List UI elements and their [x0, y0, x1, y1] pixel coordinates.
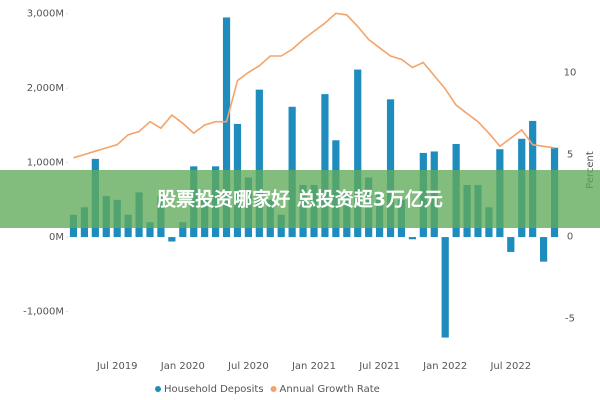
x-tick-label: Jan 2022: [422, 361, 467, 372]
x-tick-label: Jan 2021: [291, 361, 336, 372]
bar: [179, 222, 187, 238]
bar: [354, 69, 362, 238]
y-tick-label: -1,000M: [23, 307, 64, 318]
bar: [408, 237, 416, 240]
banner-text: 股票投资哪家好 总投资超3万亿元: [157, 188, 443, 211]
y-tick-label: 3,000M: [27, 9, 64, 20]
bar: [255, 89, 263, 238]
x-tick-label: Jan 2020: [160, 361, 205, 372]
y2-tick-label: 5: [567, 150, 573, 161]
y-tick-label: 0M: [49, 232, 64, 243]
y2-tick-label: 10: [564, 67, 577, 78]
line: [73, 12, 555, 159]
bar: [146, 222, 154, 238]
banner-band: [0, 170, 600, 228]
bar: [540, 237, 548, 262]
bar: [222, 17, 231, 238]
bar: [386, 99, 395, 238]
x-tick-label: Jul 2020: [227, 361, 269, 372]
legend-marker: [270, 386, 277, 392]
bar: [507, 237, 515, 252]
y2-tick-label: 0: [567, 232, 573, 243]
bar: [168, 237, 176, 242]
legend-label: Household Deposits: [164, 384, 264, 395]
x-tick-label: Jul 2021: [358, 361, 400, 372]
x-tick-label: Jul 2022: [489, 361, 531, 372]
y2-axis-label: Percent: [585, 151, 596, 189]
y-tick-label: 2,000M: [27, 83, 64, 94]
x-tick-label: Jul 2019: [96, 361, 138, 372]
bar: [441, 237, 449, 338]
bar: [321, 94, 329, 238]
y2-tick-label: -5: [565, 314, 575, 325]
legend-label: Annual Growth Rate: [280, 384, 380, 395]
legend-marker: [155, 386, 161, 392]
y-tick-label: 1,000M: [27, 158, 64, 169]
